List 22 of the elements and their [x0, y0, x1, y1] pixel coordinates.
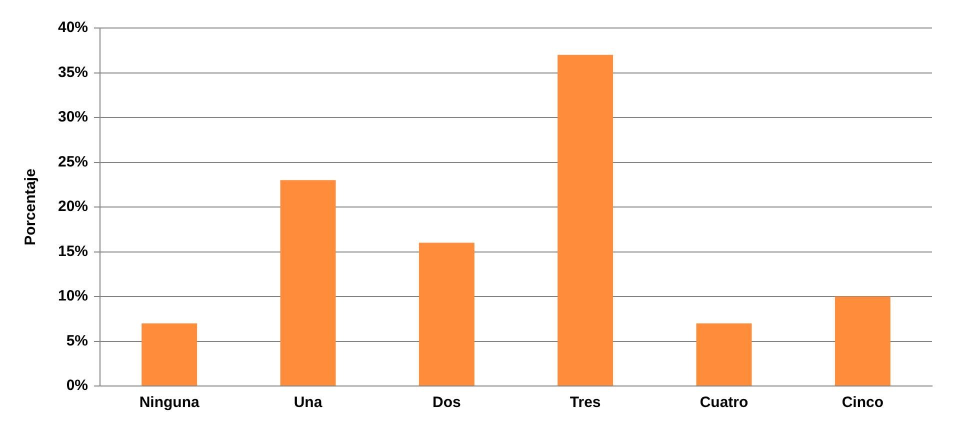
x-tick-label: Una — [294, 394, 323, 412]
y-tick-label: 40% — [58, 19, 88, 36]
y-tick-label: 35% — [58, 64, 88, 81]
x-tick-label: Cuatro — [700, 394, 748, 412]
y-tick-label: 15% — [58, 242, 88, 260]
x-tick-label: Ninguna — [139, 394, 200, 412]
bar — [280, 180, 336, 386]
x-tick-label: Tres — [570, 394, 601, 412]
y-tick-label: 20% — [58, 198, 88, 216]
x-tick-label: Dos — [432, 394, 461, 412]
bar — [142, 323, 198, 386]
bar — [834, 296, 890, 386]
y-axis-title: Porcentaje — [22, 168, 40, 246]
x-tick-label: Cinco — [842, 394, 884, 412]
y-tick-label: 30% — [58, 108, 88, 126]
bar — [696, 323, 752, 386]
y-tick-label: 0% — [66, 377, 88, 394]
y-tick-label: 5% — [66, 332, 88, 350]
y-tick-label: 25% — [58, 153, 88, 170]
bar — [418, 242, 474, 386]
y-tick-label: 10% — [58, 288, 88, 305]
bar — [558, 54, 614, 386]
